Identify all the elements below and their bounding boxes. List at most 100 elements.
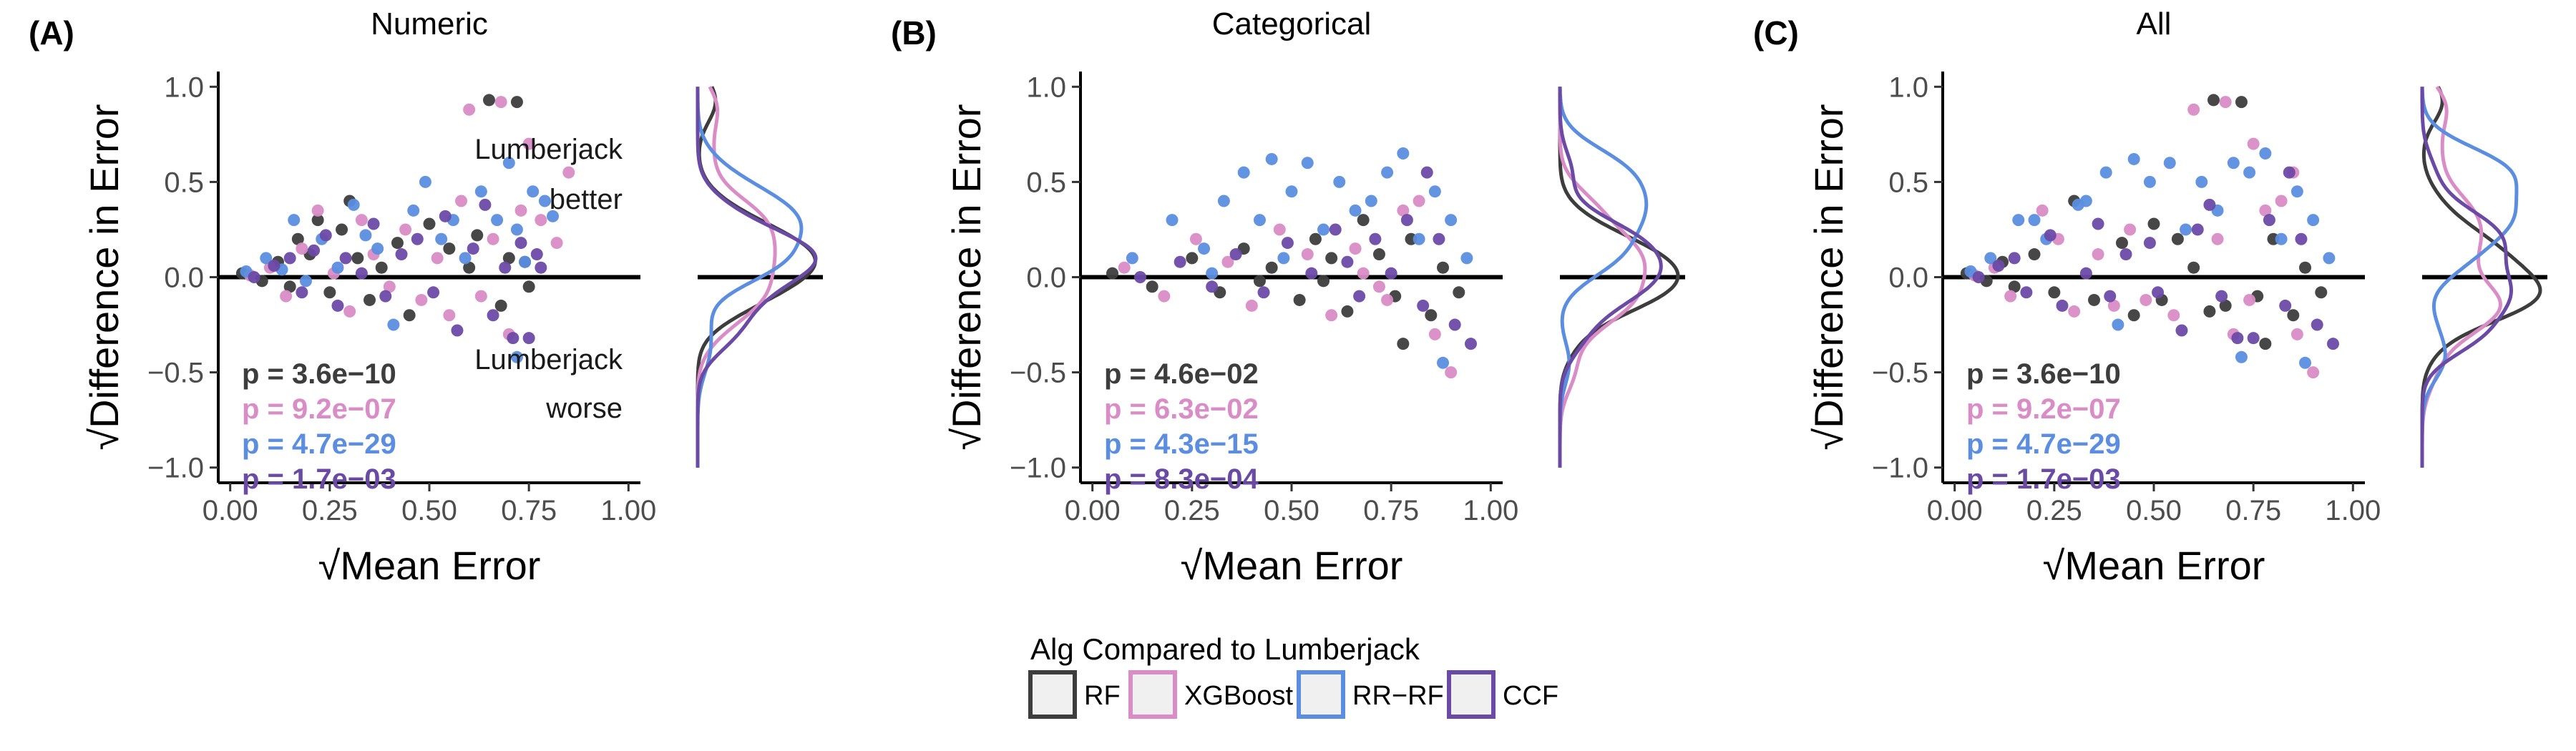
data-point xyxy=(2243,293,2256,306)
data-point xyxy=(2326,338,2339,350)
data-point xyxy=(2283,166,2296,179)
data-point xyxy=(1433,232,1445,245)
data-point xyxy=(471,229,484,242)
data-point xyxy=(1353,290,1366,303)
data-point xyxy=(411,232,424,245)
legend-swatch xyxy=(1028,670,1077,719)
annotation: worse xyxy=(545,393,623,424)
data-point xyxy=(1106,267,1119,280)
annotation: Lumberjack xyxy=(474,134,623,165)
data-point xyxy=(2275,232,2288,245)
data-point xyxy=(1309,232,1322,245)
data-point xyxy=(2235,350,2248,363)
data-point xyxy=(2127,152,2140,165)
data-point xyxy=(2295,232,2308,245)
data-point xyxy=(1397,338,1410,350)
x-axis-title: √Mean Error xyxy=(1181,543,1403,588)
panel-0: (A) Numeric 1.0 0.5 0.0 −0.5 −1.0 0.00 0.25 0.50 0… xyxy=(29,6,823,588)
y-tick-label: 1.0 xyxy=(1026,72,1066,103)
data-point xyxy=(1133,271,1146,283)
legend-label: RR−RF xyxy=(1352,681,1444,711)
data-point xyxy=(280,290,293,303)
data-point xyxy=(1365,195,1377,207)
data-point xyxy=(1217,195,1230,207)
data-point xyxy=(2044,229,2057,242)
p-value: p = 4.3e−15 xyxy=(1104,428,1259,460)
x-tick-label: 0.75 xyxy=(501,495,557,526)
data-point xyxy=(459,252,472,265)
data-point xyxy=(1305,267,1318,280)
data-point xyxy=(283,280,296,293)
density-strip xyxy=(1558,87,1685,468)
data-point xyxy=(1425,309,1438,322)
density-curve xyxy=(696,87,818,468)
data-point xyxy=(2056,299,2069,312)
data-point xyxy=(2259,147,2272,159)
data-point xyxy=(419,175,431,188)
data-point xyxy=(494,96,507,109)
data-point xyxy=(2099,166,2112,179)
data-point xyxy=(491,214,504,227)
data-point xyxy=(2231,332,2244,345)
data-point xyxy=(1385,267,1397,280)
data-point xyxy=(2152,286,2165,299)
y-tick-label: 0.5 xyxy=(1026,167,1066,198)
data-point xyxy=(296,242,308,255)
data-point xyxy=(562,166,575,179)
data-point xyxy=(1428,185,1441,198)
data-point xyxy=(308,244,321,257)
data-point xyxy=(2279,299,2292,312)
data-point xyxy=(288,214,301,227)
data-point xyxy=(510,350,523,363)
data-point xyxy=(1381,166,1394,179)
data-point xyxy=(2092,248,2104,261)
p-value: p = 4.6e−02 xyxy=(1104,358,1259,390)
annotation: Lumberjack xyxy=(474,344,623,376)
data-point xyxy=(1453,286,1465,299)
data-point xyxy=(2287,309,2300,322)
data-point xyxy=(2299,261,2312,274)
data-point xyxy=(527,185,540,198)
data-point xyxy=(2028,214,2041,227)
data-point xyxy=(323,286,336,299)
data-point xyxy=(2079,195,2092,207)
data-point xyxy=(519,255,532,268)
data-point xyxy=(351,252,364,265)
density-curve xyxy=(1558,87,1663,468)
data-point xyxy=(331,299,344,312)
y-axis-title: √Difference in Error xyxy=(1806,104,1851,450)
data-point xyxy=(487,232,499,245)
data-point xyxy=(1333,175,1346,188)
data-point xyxy=(1301,157,1314,170)
data-point xyxy=(1273,223,1286,236)
data-point xyxy=(1257,286,1270,299)
data-point xyxy=(2195,175,2208,188)
data-point xyxy=(1445,214,1458,227)
data-point xyxy=(2243,166,2256,179)
x-tick-label: 1.00 xyxy=(600,495,656,526)
data-point xyxy=(399,223,412,236)
data-point xyxy=(2203,198,2216,211)
data-point xyxy=(1118,261,1131,274)
data-point xyxy=(347,198,360,211)
data-point xyxy=(2048,286,2061,299)
density-curve xyxy=(1558,87,1647,468)
data-point xyxy=(2203,305,2216,318)
data-point xyxy=(2175,324,2188,337)
data-point xyxy=(467,242,479,255)
data-point xyxy=(2247,332,2260,345)
data-point xyxy=(2299,356,2312,369)
p-value: p = 9.2e−07 xyxy=(1966,393,2121,425)
legend-swatch xyxy=(1447,670,1496,719)
data-point xyxy=(1206,267,1219,280)
x-tick-label: 1.00 xyxy=(1463,495,1518,526)
data-point xyxy=(2307,366,2320,379)
y-tick-label: 0.0 xyxy=(164,262,204,294)
data-point xyxy=(494,299,507,312)
annotation: better xyxy=(550,184,623,215)
data-point xyxy=(427,286,440,299)
y-axis-title: √Difference in Error xyxy=(944,104,989,450)
data-point xyxy=(510,223,523,236)
x-axis-title: √Mean Error xyxy=(2043,543,2265,588)
points xyxy=(1106,147,1477,379)
